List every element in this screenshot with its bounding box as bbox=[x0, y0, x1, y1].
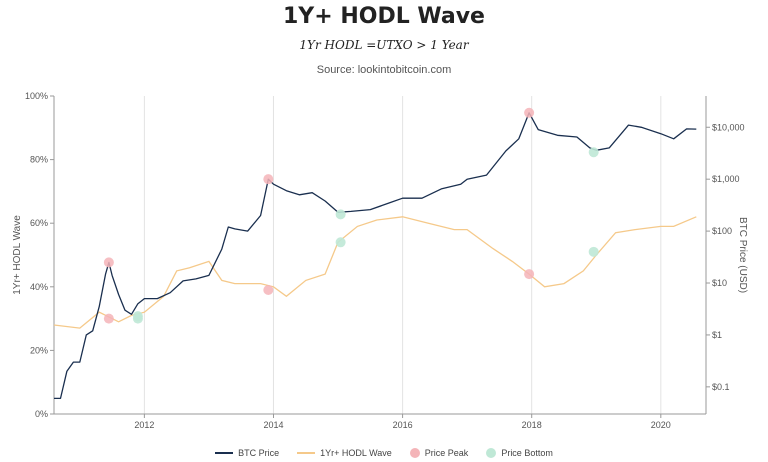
y-right-axis-label: BTC Price (USD) bbox=[737, 217, 748, 293]
chart-subtitle: 1Yr HODL =UTXO > 1 Year bbox=[299, 38, 469, 52]
price-bottom-swatch bbox=[486, 448, 497, 458]
legend-item-price-peak[interactable]: Price Peak bbox=[409, 448, 469, 458]
y-left-tick-label: 100% bbox=[25, 91, 48, 101]
price-peak-marker-hodl bbox=[524, 269, 535, 280]
series-layer bbox=[53, 107, 697, 400]
price-peak-marker-price bbox=[524, 107, 535, 118]
price-peak-swatch bbox=[409, 448, 420, 458]
legend: BTC Price 1Yr+ HODL Wave Price Peak Pric… bbox=[0, 448, 768, 458]
y-right-tick-label: $10 bbox=[712, 278, 727, 288]
hodl-wave-swatch bbox=[297, 452, 316, 454]
legend-label: BTC Price bbox=[238, 448, 280, 458]
btc-price-line bbox=[54, 112, 697, 400]
x-tick-label-2016: 2016 bbox=[393, 420, 413, 430]
price-peak-marker-price bbox=[263, 174, 274, 185]
y-left-tick-label: 20% bbox=[30, 345, 48, 355]
y-right-tick-label: $1 bbox=[712, 330, 722, 340]
legend-item-price-bottom[interactable]: Price Bottom bbox=[486, 448, 553, 458]
x-tick-label-2012: 2012 bbox=[134, 420, 154, 430]
y-left-tick-label: 0% bbox=[35, 409, 48, 419]
price-peak-marker-hodl bbox=[103, 313, 114, 324]
axes bbox=[53, 96, 707, 415]
x-tick-label-2020: 2020 bbox=[651, 420, 671, 430]
chart-source: Source: lookintobitcoin.com bbox=[316, 64, 452, 76]
y-right-tick-label: $10,000 bbox=[712, 122, 745, 132]
price-bottom-marker-price bbox=[132, 311, 143, 322]
chart-title: 1Y+ HODL Wave bbox=[283, 4, 485, 29]
x-ticks: 2012 2014 2016 2018 2020 bbox=[134, 414, 671, 430]
y-right-tick-label: $1,000 bbox=[712, 174, 740, 184]
legend-item-btc-price[interactable]: BTC Price bbox=[215, 448, 279, 458]
y-right-tick-label: $100 bbox=[712, 226, 732, 236]
y-left-tick-label: 80% bbox=[30, 155, 48, 165]
legend-label: 1Yr+ HODL Wave bbox=[320, 448, 392, 458]
legend-label: Price Bottom bbox=[501, 448, 553, 458]
x-tick-label-2014: 2014 bbox=[263, 420, 283, 430]
legend-label: Price Peak bbox=[424, 448, 469, 458]
hodl-wave-chart: 2012 2014 2016 2018 2020 0%20%40%60%80%100% … bbox=[12, 91, 748, 430]
price-peak-marker-price bbox=[103, 257, 114, 268]
price-bottom-marker-price bbox=[335, 209, 346, 220]
y-right-tick-label: $0.1 bbox=[712, 382, 730, 392]
hodl-wave-line bbox=[53, 216, 697, 329]
price-bottom-marker-price bbox=[588, 147, 599, 158]
grid-lines bbox=[143, 96, 662, 414]
price-bottom-marker-hodl bbox=[335, 237, 346, 248]
y-left-ticks: 0% 20% 40% 60% 80% 100% bbox=[25, 91, 54, 419]
y-right-ticks: $0.1 $1 $10 $100 $1,000 $10,000 bbox=[706, 122, 745, 392]
legend-item-hodl-wave[interactable]: 1Yr+ HODL Wave bbox=[297, 448, 392, 458]
btc-price-swatch bbox=[215, 452, 234, 454]
y-left-tick-label: 60% bbox=[30, 218, 48, 228]
price-bottom-marker-hodl bbox=[588, 246, 599, 257]
y-left-axis-label: 1Yr+ HODL Wave bbox=[12, 215, 23, 295]
price-peak-marker-hodl bbox=[263, 284, 274, 295]
y-left-tick-label: 40% bbox=[30, 282, 48, 292]
x-tick-label-2018: 2018 bbox=[522, 420, 542, 430]
